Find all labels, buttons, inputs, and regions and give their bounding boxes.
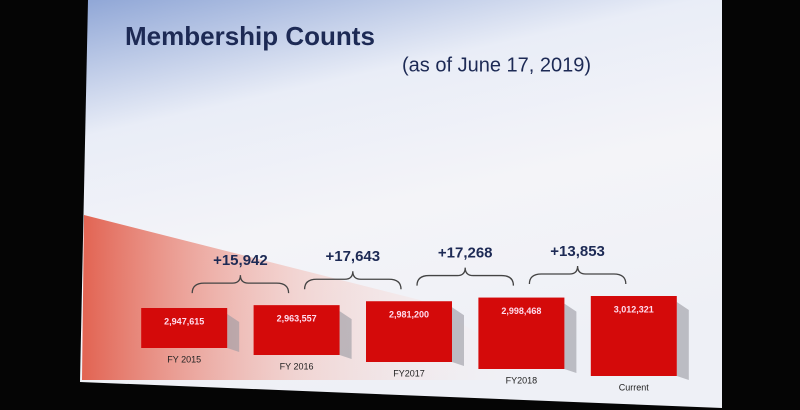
x-tick-label: FY 2016 (280, 361, 314, 371)
bar (478, 297, 565, 369)
x-tick-label: Current (619, 382, 650, 392)
annotation: +13,853 (550, 243, 605, 260)
brace (416, 267, 515, 286)
chart-subtitle: (as of June 17, 2019) (402, 54, 591, 76)
chart-title: Membership Counts (125, 21, 375, 51)
bar-shadow (564, 303, 577, 373)
plot: 2,947,615 FY 2015 2,963,557 FY 2016 2,981,20… (141, 243, 689, 392)
bar-shadow (227, 314, 240, 352)
annotation: +17,643 (325, 248, 380, 265)
value-label: 2,947,615 (164, 316, 204, 326)
brace (191, 275, 290, 294)
bar (590, 296, 677, 376)
annotation: +15,942 (213, 252, 268, 269)
bar-shadow (676, 302, 689, 380)
bar (366, 301, 452, 362)
value-label: 2,981,200 (389, 310, 429, 320)
x-tick-label: FY 2015 (167, 354, 201, 364)
value-label: 2,998,468 (501, 306, 541, 316)
bar (141, 308, 228, 348)
annotation: +17,268 (438, 245, 493, 262)
brace (528, 265, 627, 285)
value-label: 2,963,557 (277, 314, 317, 324)
bar (253, 305, 340, 355)
x-tick-label: FY2017 (393, 368, 425, 378)
value-label: 3,012,321 (614, 304, 654, 314)
bar-shadow (339, 311, 352, 359)
x-tick-label: FY2018 (506, 375, 538, 385)
bar-shadow (452, 307, 464, 366)
